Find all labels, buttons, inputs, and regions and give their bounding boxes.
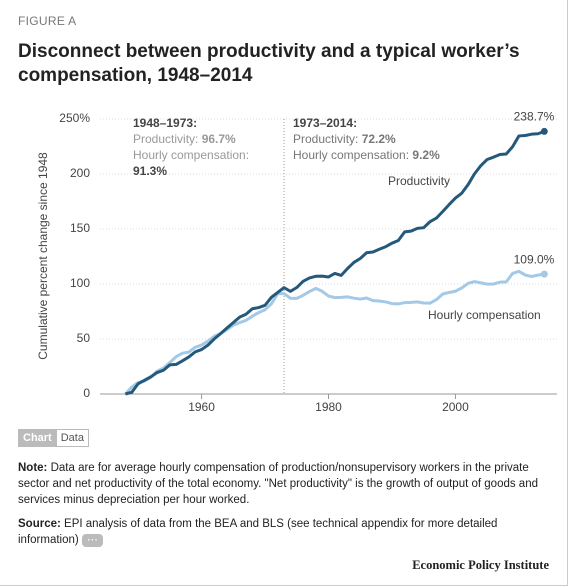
y-tick-label: 100 [70, 276, 90, 290]
x-tick-label: 1960 [188, 400, 215, 414]
y-tick-label: 200 [70, 166, 90, 180]
series-line [125, 130, 545, 396]
series-line [124, 269, 545, 396]
value-label: 238.7% [514, 110, 555, 124]
note: Note: Data are for average hourly compen… [18, 460, 538, 508]
annotation-title: 1948–1973: [133, 116, 197, 130]
x-tick-label: 1980 [315, 400, 342, 414]
annotation-label: Productivity: [293, 132, 358, 146]
annotation-value: 9.2% [412, 148, 440, 162]
source-text: EPI analysis of data from the BEA and BL… [18, 518, 498, 546]
x-tick-label: 2000 [442, 400, 469, 414]
tab-chart[interactable]: Chart [18, 429, 57, 447]
annotation-label: Productivity: [133, 132, 198, 146]
annotation-line: Hourly compensation: 9.2% [293, 148, 440, 162]
value-label: 109.0% [514, 252, 555, 266]
y-tick-label: 250% [59, 111, 90, 125]
annotation-line: Hourly compensation: [133, 148, 249, 162]
end-marker [540, 127, 548, 135]
annotation-line: Productivity: 96.7% [133, 132, 236, 146]
figure-label: FIGURE A [18, 14, 77, 28]
annotation-label: Hourly compensation: [133, 148, 249, 162]
y-tick-label: 0 [83, 386, 90, 400]
note-text: Data are for average hourly compensation… [18, 462, 538, 506]
chart: Cumulative percent change since 1948 0 50… [36, 110, 557, 414]
end-marker [540, 270, 548, 278]
annotation-value: 96.7% [202, 132, 236, 146]
y-tick-label: 150 [70, 221, 90, 235]
annotation-value: 72.2% [362, 132, 396, 146]
annotation-value: 91.3% [133, 164, 167, 178]
y-tick-label: 50 [77, 331, 91, 345]
series-label: Hourly compensation [428, 308, 541, 322]
chart-title: Disconnect between productivity and a ty… [18, 41, 520, 86]
tab-data[interactable]: Data [56, 429, 89, 447]
note-label: Note: [18, 462, 48, 474]
annotation-title: 1973–2014: [293, 116, 357, 130]
source: Source: EPI analysis of data from the BE… [18, 516, 538, 548]
annotation-label: Hourly compensation: [293, 148, 409, 162]
source-label: Source: [18, 518, 61, 530]
more-button[interactable]: ⋯ [81, 534, 103, 547]
y-axis-label: Cumulative percent change since 1948 [36, 152, 50, 360]
tabs: Chart Data [18, 429, 89, 447]
footer: Economic Policy Institute [412, 558, 549, 572]
series-label: Productivity [388, 174, 450, 188]
annotation-line: Productivity: 72.2% [293, 132, 396, 146]
